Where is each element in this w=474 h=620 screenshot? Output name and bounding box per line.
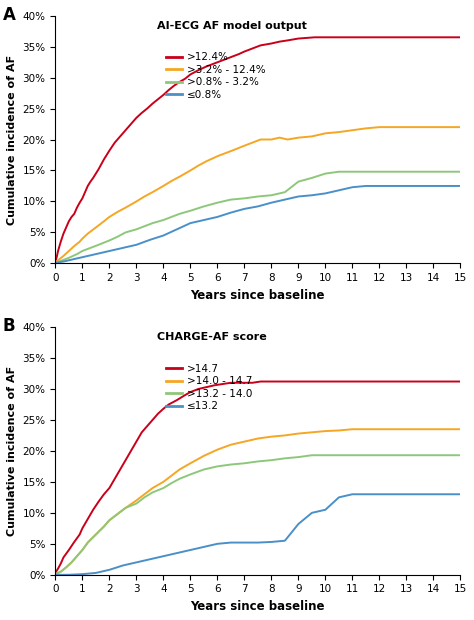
Y-axis label: Cumulative incidence of AF: Cumulative incidence of AF — [7, 55, 17, 224]
Legend: >14.7, >14.0 - 14.7, >13.2 - 14.0, ≤13.2: >14.7, >14.0 - 14.7, >13.2 - 14.0, ≤13.2 — [162, 360, 256, 415]
Text: AI-ECG AF model output: AI-ECG AF model output — [156, 20, 307, 30]
Text: CHARGE-AF score: CHARGE-AF score — [156, 332, 266, 342]
Legend: >12.4%, >3.2% - 12.4%, >0.8% - 3.2%, ≤0.8%: >12.4%, >3.2% - 12.4%, >0.8% - 3.2%, ≤0.… — [162, 48, 270, 104]
X-axis label: Years since baseline: Years since baseline — [191, 600, 325, 613]
Text: A: A — [3, 6, 16, 24]
Text: B: B — [3, 317, 15, 335]
X-axis label: Years since baseline: Years since baseline — [191, 289, 325, 302]
Y-axis label: Cumulative incidence of AF: Cumulative incidence of AF — [7, 366, 17, 536]
